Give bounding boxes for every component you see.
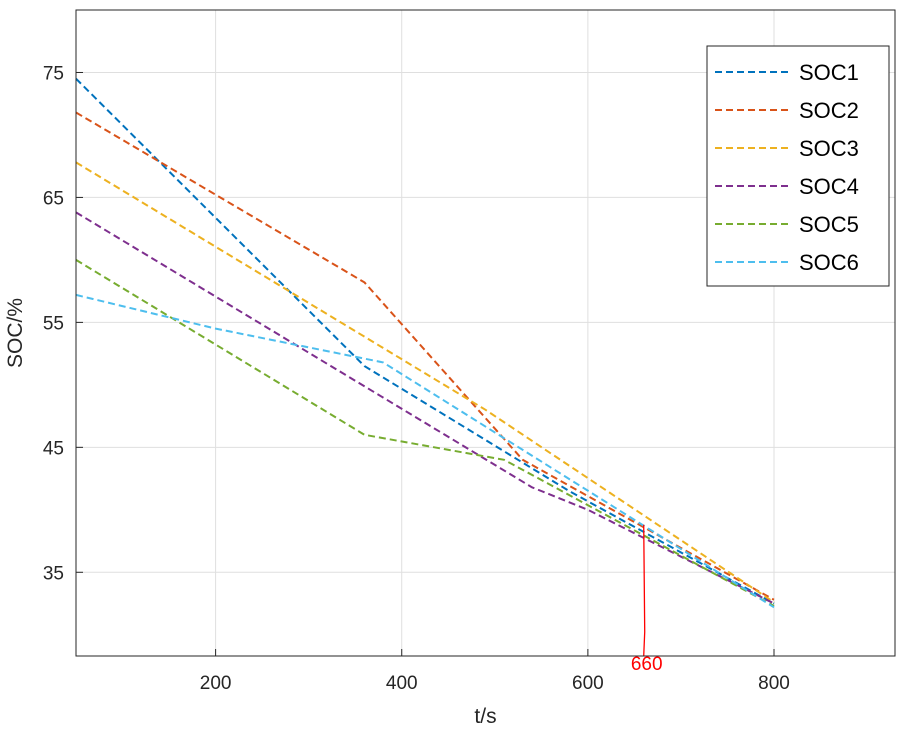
x-tick-label: 200 <box>200 673 232 694</box>
x-tick-label: 600 <box>572 673 604 694</box>
series-line-soc5 <box>75 259 775 607</box>
y-tick-label: 55 <box>43 313 64 334</box>
y-tick-label: 65 <box>43 188 64 209</box>
series-line-soc2 <box>75 111 775 601</box>
annotation-label: 660 <box>631 654 663 675</box>
legend-label: SOC2 <box>799 98 859 123</box>
plot-frame <box>75 9 896 657</box>
x-axis-label: t/s <box>474 705 496 728</box>
x-tick-label: 800 <box>758 673 790 694</box>
y-tick-label: 35 <box>43 563 64 584</box>
annotation: 660 <box>631 524 663 675</box>
series-line-soc3 <box>75 161 775 604</box>
legend: SOC1 SOC2 SOC3 SOC4 SOC5 SOC6 <box>706 45 890 287</box>
legend-label: SOC6 <box>799 250 859 275</box>
series-lines <box>75 77 775 609</box>
y-tick-label: 75 <box>43 63 64 84</box>
y-tick-label: 45 <box>43 438 64 459</box>
legend-label: SOC1 <box>799 60 859 85</box>
series-line-soc4 <box>75 211 775 605</box>
legend-label: SOC3 <box>799 136 859 161</box>
legend-box <box>706 45 890 287</box>
series-line-soc6 <box>75 293 775 609</box>
series-line-soc1 <box>75 77 775 605</box>
y-axis-label: SOC/% <box>4 298 27 368</box>
legend-label: SOC5 <box>799 212 859 237</box>
y-axis-ticks: 35 45 55 65 75 <box>43 63 83 584</box>
legend-label: SOC4 <box>799 174 859 199</box>
x-axis-ticks: 200 400 600 800 <box>200 649 790 694</box>
x-tick-label: 400 <box>386 673 418 694</box>
annotation-marker-line <box>643 524 646 657</box>
